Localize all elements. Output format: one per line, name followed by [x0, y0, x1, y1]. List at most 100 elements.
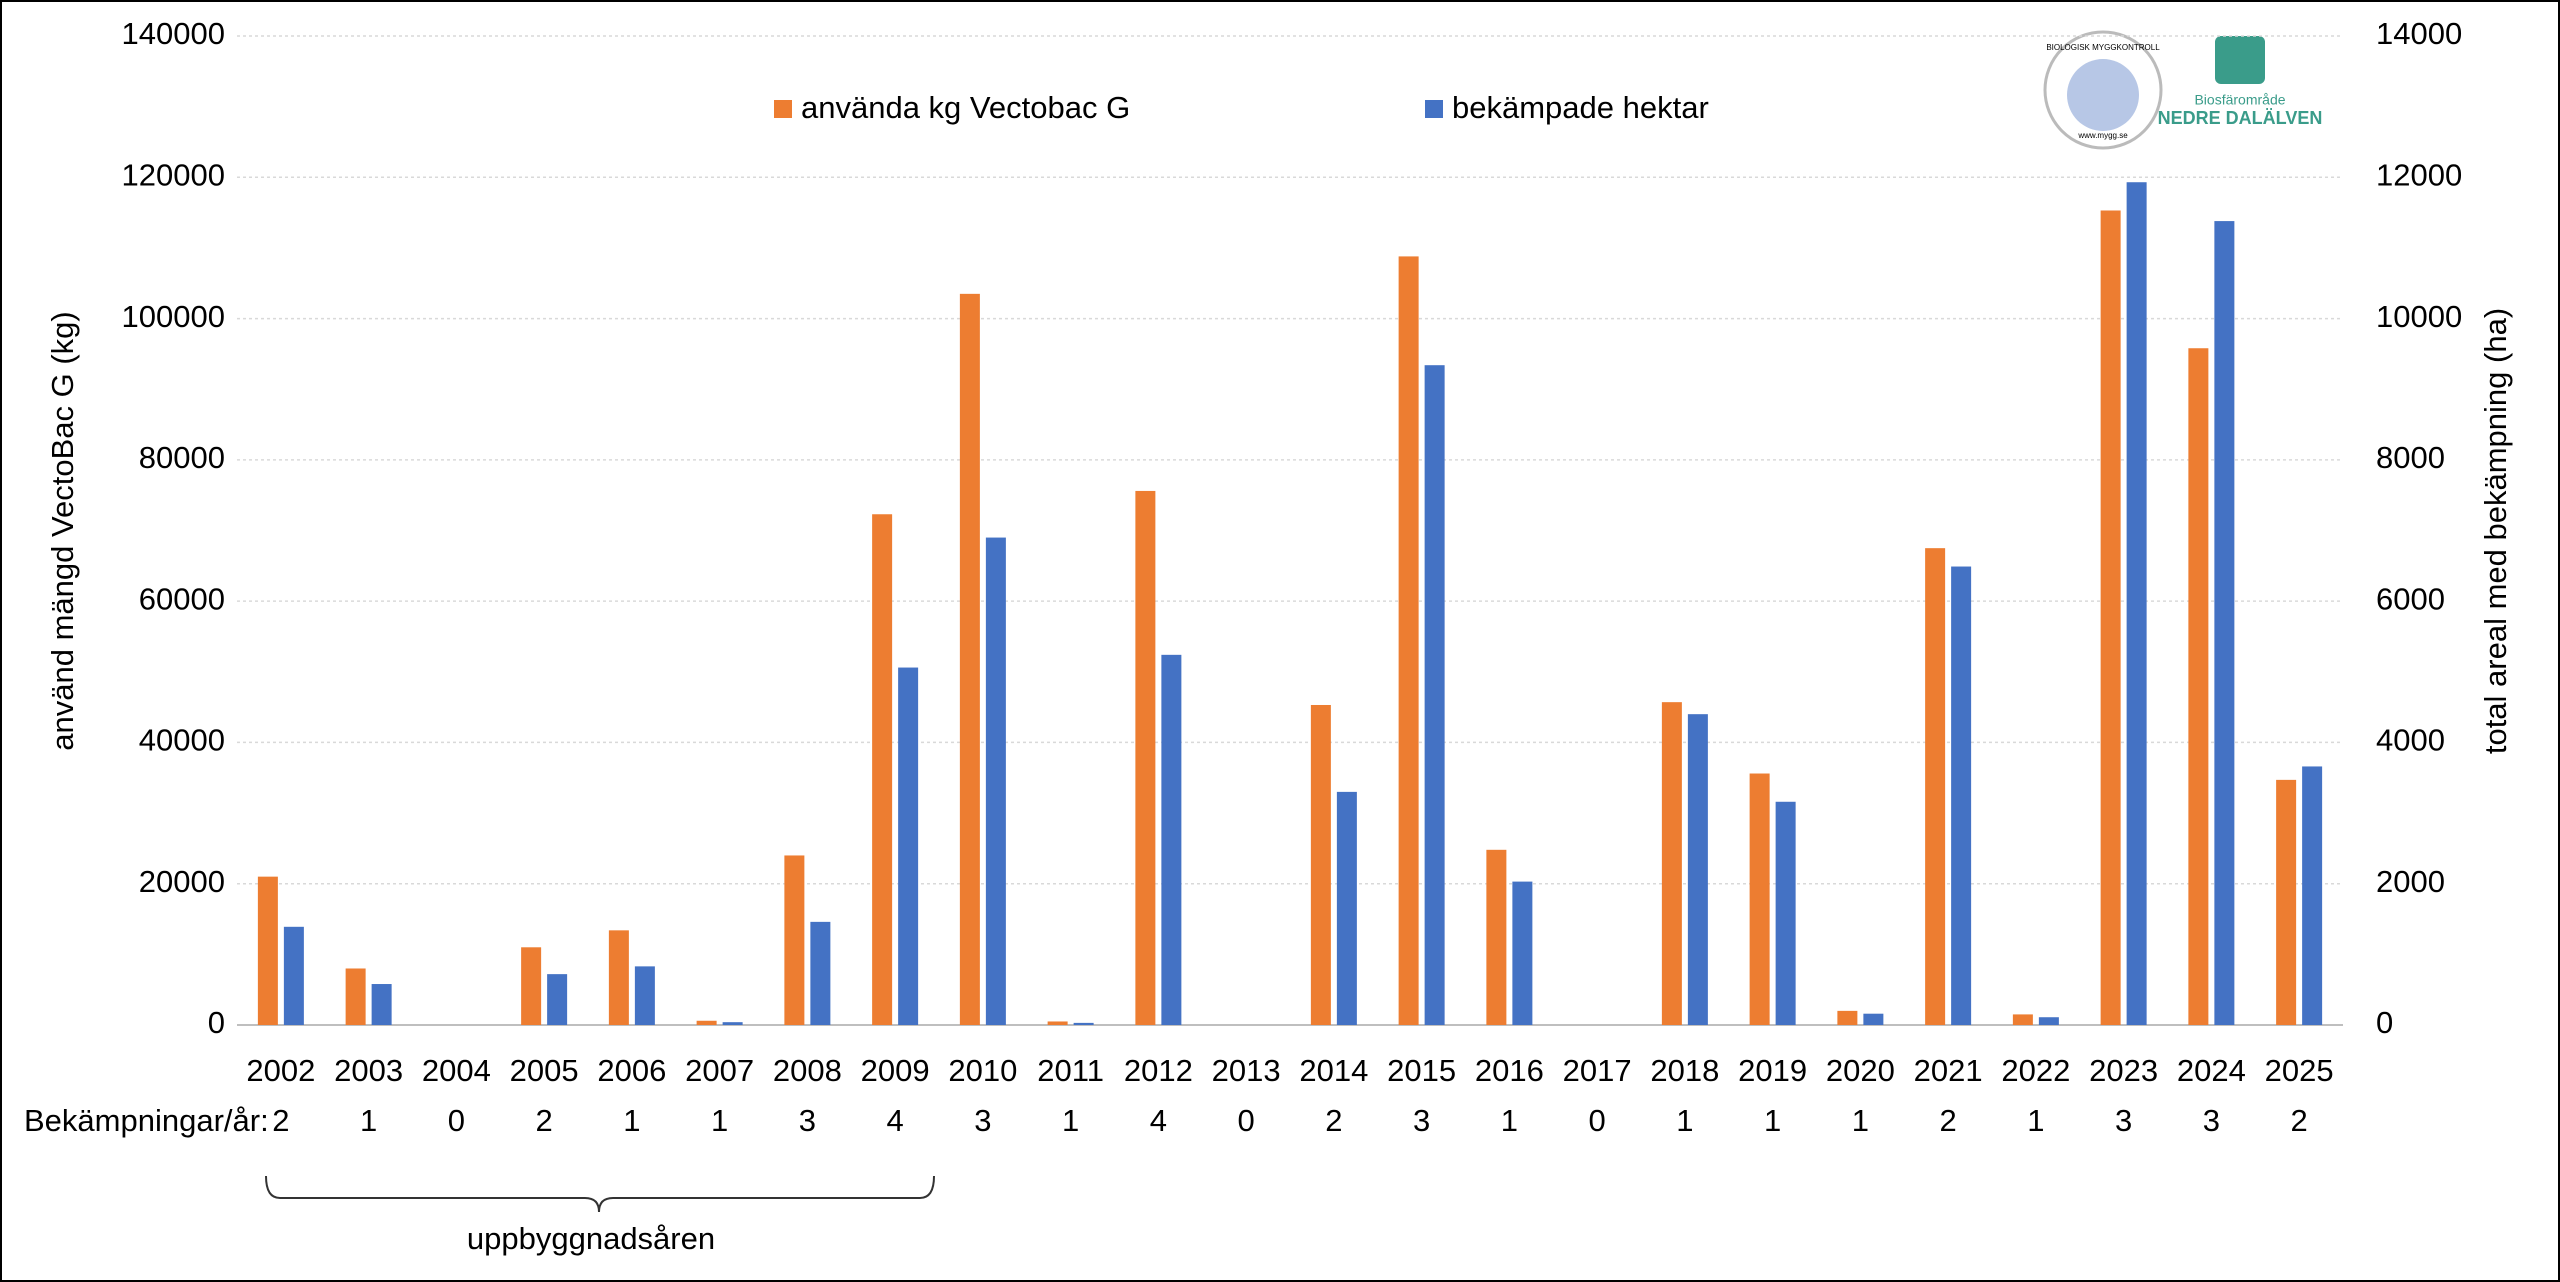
y2-tick-label: 6000	[2376, 581, 2445, 616]
logo-text: www.mygg.se	[2077, 131, 2128, 140]
bar	[1135, 490, 1156, 1025]
bar	[810, 921, 831, 1025]
y2-tick-label: 14000	[2376, 16, 2462, 51]
x-tick-label: 2002	[246, 1053, 315, 1088]
bar	[898, 667, 919, 1025]
count-label: 4	[1150, 1103, 1167, 1138]
x-tick-label: 2021	[1914, 1053, 1983, 1088]
bar	[872, 514, 893, 1025]
x-tick-label: 2015	[1387, 1053, 1456, 1088]
bar	[2100, 210, 2121, 1025]
bar	[1749, 773, 1770, 1025]
y-tick-label: 0	[208, 1005, 225, 1040]
bar	[521, 947, 542, 1025]
bar	[1925, 548, 1946, 1025]
bar	[1951, 566, 1972, 1025]
legend-label: bekämpade hektar	[1452, 90, 1709, 125]
x-tick-label: 2014	[1299, 1053, 1368, 1088]
y2-tick-label: 4000	[2376, 723, 2445, 758]
count-label: 1	[360, 1103, 377, 1138]
bar	[1512, 881, 1533, 1025]
x-tick-label: 2003	[334, 1053, 403, 1088]
count-label: 2	[1325, 1103, 1342, 1138]
bar	[2302, 766, 2323, 1025]
x-tick-label: 2013	[1212, 1053, 1281, 1088]
x-tick-label: 2009	[861, 1053, 930, 1088]
bar	[1486, 849, 1507, 1025]
count-label: 1	[2027, 1103, 2044, 1138]
count-label: 1	[1852, 1103, 1869, 1138]
y2-tick-label: 12000	[2376, 157, 2462, 192]
y-tick-label: 120000	[122, 157, 225, 192]
count-label: 1	[711, 1103, 728, 1138]
x-tick-label: 2023	[2089, 1053, 2158, 1088]
logo-biologisk: BIOLOGISK MYGGKONTROLL www.mygg.se	[2043, 30, 2163, 150]
count-label: 0	[448, 1103, 465, 1138]
y-tick-label: 60000	[139, 581, 225, 616]
x-tick-label: 2022	[2001, 1053, 2070, 1088]
logo-dalalven: Biosfärområde NEDRE DALÄLVEN	[2158, 36, 2323, 128]
bar	[1047, 1021, 1068, 1025]
count-label: 2	[2291, 1103, 2308, 1138]
x-tick-label: 2012	[1124, 1053, 1193, 1088]
count-label: 3	[1413, 1103, 1430, 1138]
y-tick-label: 40000	[139, 723, 225, 758]
bar	[1687, 714, 1708, 1025]
count-label: 1	[623, 1103, 640, 1138]
count-label: 2	[1940, 1103, 1957, 1138]
x-tick-label: 2007	[685, 1053, 754, 1088]
bar	[345, 968, 366, 1025]
legend-swatch	[1425, 100, 1443, 118]
logo-text: Biosfärområde	[2194, 92, 2285, 108]
logo-text: BIOLOGISK MYGGKONTROLL	[2046, 43, 2160, 52]
bar	[1863, 1013, 1884, 1025]
bracket	[265, 1175, 935, 1213]
y2-tick-label: 2000	[2376, 864, 2445, 899]
y2-tick-label: 8000	[2376, 440, 2445, 475]
bar	[2126, 182, 2147, 1025]
x-tick-label: 2016	[1475, 1053, 1544, 1088]
x-tick-label: 2010	[948, 1053, 1017, 1088]
bar	[1775, 801, 1796, 1025]
bar	[1398, 256, 1419, 1025]
bar	[257, 876, 278, 1025]
x-tick-label: 2011	[1037, 1053, 1104, 1088]
y2-axis-label: total areal med bekämpning (ha)	[2478, 308, 2513, 754]
bar	[1837, 1010, 1858, 1025]
count-label: 3	[2115, 1103, 2132, 1138]
bar	[959, 293, 980, 1025]
count-label: 1	[1764, 1103, 1781, 1138]
legend-swatch	[774, 100, 792, 118]
y2-tick-label: 0	[2376, 1005, 2393, 1040]
count-label: 3	[2203, 1103, 2220, 1138]
bracket-label: uppbyggnadsåren	[467, 1221, 715, 1256]
bar	[1310, 704, 1331, 1025]
bar	[2038, 1017, 2059, 1025]
x-tick-label: 2005	[510, 1053, 579, 1088]
bar	[1424, 365, 1445, 1026]
x-tick-label: 2024	[2177, 1053, 2246, 1088]
y-tick-label: 100000	[122, 299, 225, 334]
x-tick-label: 2008	[773, 1053, 842, 1088]
bar	[722, 1022, 743, 1025]
logo-globe	[2067, 59, 2139, 131]
bar	[1073, 1022, 1094, 1025]
x-tick-label: 2018	[1650, 1053, 1719, 1088]
x-tick-label: 2025	[2265, 1053, 2334, 1088]
bar	[371, 984, 392, 1025]
logo-icon	[2215, 36, 2265, 84]
x-tick-label: 2006	[597, 1053, 666, 1088]
count-label: 3	[974, 1103, 991, 1138]
x-tick-label: 2019	[1738, 1053, 1807, 1088]
x-tick-label: 2004	[422, 1053, 491, 1088]
bar	[2188, 348, 2209, 1025]
logo-text: NEDRE DALÄLVEN	[2158, 108, 2323, 128]
x-tick-label: 2017	[1563, 1053, 1632, 1088]
y2-tick-label: 10000	[2376, 299, 2462, 334]
count-label: 2	[536, 1103, 553, 1138]
bar	[985, 537, 1006, 1025]
count-label: 1	[1676, 1103, 1693, 1138]
count-label: 1	[1501, 1103, 1518, 1138]
bar	[696, 1020, 717, 1025]
